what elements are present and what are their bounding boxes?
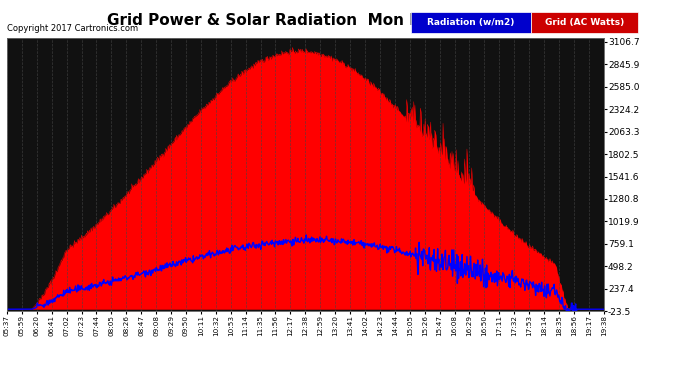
Text: Grid Power & Solar Radiation  Mon May 8 19:57: Grid Power & Solar Radiation Mon May 8 1…	[107, 13, 514, 28]
Text: Radiation (w/m2): Radiation (w/m2)	[427, 18, 515, 27]
Text: Copyright 2017 Cartronics.com: Copyright 2017 Cartronics.com	[7, 24, 138, 33]
FancyBboxPatch shape	[411, 12, 531, 33]
FancyBboxPatch shape	[531, 12, 638, 33]
Text: Grid (AC Watts): Grid (AC Watts)	[545, 18, 624, 27]
